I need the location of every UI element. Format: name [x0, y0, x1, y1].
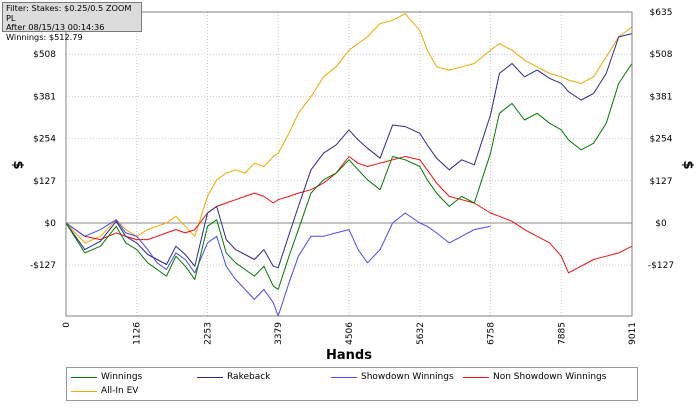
x-tick-label: 0	[62, 322, 72, 328]
legend-item-winnings: Winnings	[71, 371, 142, 383]
winnings-text: Winnings: $512.79	[6, 31, 83, 42]
x-axis-title: Hands	[326, 348, 372, 363]
y-tick-label-right: -$127	[648, 261, 674, 271]
after-date-text: After 08/15/13 00:14:36	[6, 22, 105, 33]
y-tick-label-right: $127	[650, 177, 673, 187]
x-tick-label: 5632	[416, 322, 426, 345]
y-tick-label-right: $508	[650, 50, 673, 60]
y-tick-label-left: -$127	[30, 261, 56, 271]
grid-layer	[65, 11, 633, 316]
legend-swatch-winnings	[71, 376, 97, 378]
y-tick-label-right: $381	[650, 92, 673, 102]
y-tick-label-right: $0	[655, 219, 667, 229]
y-tick-label-left: $381	[33, 92, 56, 102]
legend-item-non-showdown: Non Showdown Winnings	[463, 371, 606, 383]
y-tick-label-left: $508	[33, 50, 56, 60]
legend-item-rakeback: Rakeback	[197, 371, 270, 383]
legend-label-showdown: Showdown Winnings	[361, 372, 454, 382]
y-tick-label-right: $254	[650, 135, 673, 145]
legend-swatch-all-in-ev	[71, 390, 97, 392]
series-line-showdown-winnings	[65, 212, 491, 317]
filter-info-box: Filter: Stakes: $0.25/0.5 ZOOM PL After …	[2, 2, 142, 41]
legend-label-rakeback: Rakeback	[227, 372, 271, 382]
y-tick-label-left: $254	[33, 135, 56, 145]
series-line-all-in-ev	[65, 13, 633, 244]
x-tick-label: 4506	[345, 322, 355, 345]
legend-item-showdown: Showdown Winnings	[331, 371, 454, 383]
x-tick-label: 7885	[557, 322, 567, 345]
x-tick-label: 2253	[204, 322, 214, 345]
legend-label-all-in-ev: All-In EV	[101, 386, 139, 396]
series-layer	[65, 13, 633, 317]
y-tick-label-left: $0	[45, 219, 57, 229]
x-tick-label: 1126	[133, 322, 143, 345]
y-tick-label-left: $127	[33, 177, 56, 187]
filter-text: Filter: Stakes: $0.25/0.5 ZOOM PL	[6, 3, 132, 23]
legend-item-all-in-ev: All-In EV	[71, 385, 138, 397]
x-tick-label: 6758	[486, 322, 496, 345]
axes-layer: -$127 -$127 $0 $0 $127 $127 $254 $254 $381 $381 $5…	[30, 8, 674, 345]
series-line-rakeback	[65, 33, 633, 269]
legend-swatch-showdown	[331, 376, 357, 378]
plot-frame	[65, 11, 633, 317]
legend-label-winnings: Winnings	[101, 372, 143, 382]
legend-swatch-rakeback	[197, 376, 223, 378]
chart-legend: Winnings Rakeback Showdown Winnings Non …	[66, 367, 638, 401]
series-line-winnings	[65, 63, 633, 290]
legend-label-non-showdown: Non Showdown Winnings	[493, 372, 607, 382]
x-tick-label: 3379	[274, 322, 284, 345]
legend-swatch-non-showdown	[463, 376, 489, 378]
y-axis-title-right: $	[680, 160, 695, 169]
y-tick-label-right: $635	[650, 8, 673, 18]
x-tick-label: 9011	[628, 322, 638, 345]
y-axis-title-left: $	[10, 160, 25, 169]
